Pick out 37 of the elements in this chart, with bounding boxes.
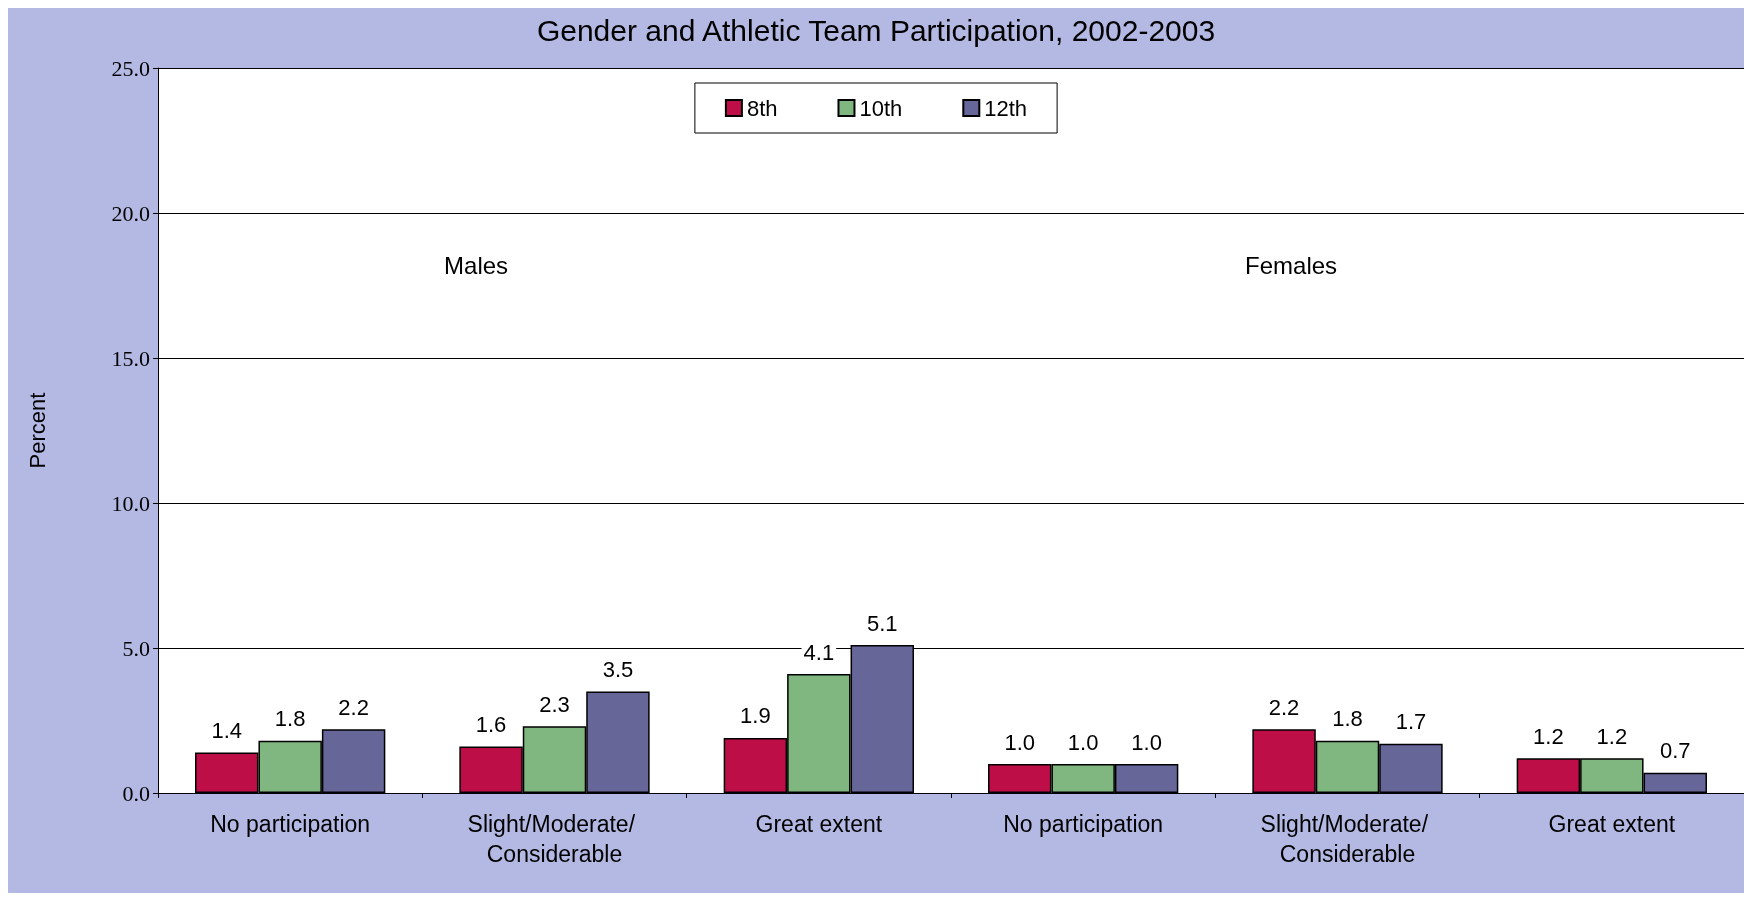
- data-label: 1.7: [1395, 709, 1427, 735]
- data-label: 0.7: [1659, 738, 1691, 764]
- data-label: 1.8: [1332, 706, 1363, 732]
- chart-title: Gender and Athletic Team Participation, 2002-2003: [536, 13, 1216, 47]
- legend-label: 10th: [859, 95, 903, 121]
- x-tick-label: No participation: [210, 811, 371, 837]
- y-tick-label: 20.0: [111, 200, 150, 226]
- y-tick-label: 10.0: [111, 490, 150, 516]
- annotation: Males: [444, 251, 509, 279]
- data-label: 1.0: [1067, 729, 1099, 755]
- data-label: 1.2: [1596, 723, 1628, 749]
- data-label: 1.6: [475, 712, 507, 738]
- data-label: 1.0: [1131, 729, 1162, 755]
- y-tick-label: 5.0: [122, 635, 150, 661]
- legend-label: 8th: [746, 95, 778, 121]
- x-tick-label: No participation: [1003, 811, 1164, 837]
- x-tick-label: Great extent: [1548, 811, 1676, 837]
- data-label: 3.5: [602, 657, 634, 682]
- legend-label: 12th: [984, 95, 1028, 121]
- data-label: 1.4: [211, 717, 243, 743]
- y-tick-label: 25.0: [111, 55, 150, 81]
- data-label: 1.2: [1533, 723, 1564, 749]
- data-label: 4.1: [803, 639, 835, 665]
- data-label: 2.2: [338, 694, 369, 720]
- y-axis-title: Percent: [24, 392, 50, 469]
- data-label: 2.3: [539, 691, 570, 717]
- y-tick-label: 0.0: [122, 780, 150, 806]
- x-tick-label: Slight/Moderate/ Considerable: [467, 811, 642, 867]
- data-label: 5.1: [866, 610, 898, 636]
- annotation: Females: [1245, 251, 1338, 279]
- x-tick-label: Great extent: [755, 811, 883, 837]
- data-label: 1.0: [1004, 729, 1036, 755]
- data-label: 1.9: [740, 703, 771, 729]
- y-tick-label: 15.0: [111, 345, 150, 371]
- data-label: 1.8: [274, 706, 306, 732]
- x-tick-label: Slight/Moderate/ Considerable: [1260, 811, 1435, 867]
- data-label: 2.2: [1268, 694, 1300, 720]
